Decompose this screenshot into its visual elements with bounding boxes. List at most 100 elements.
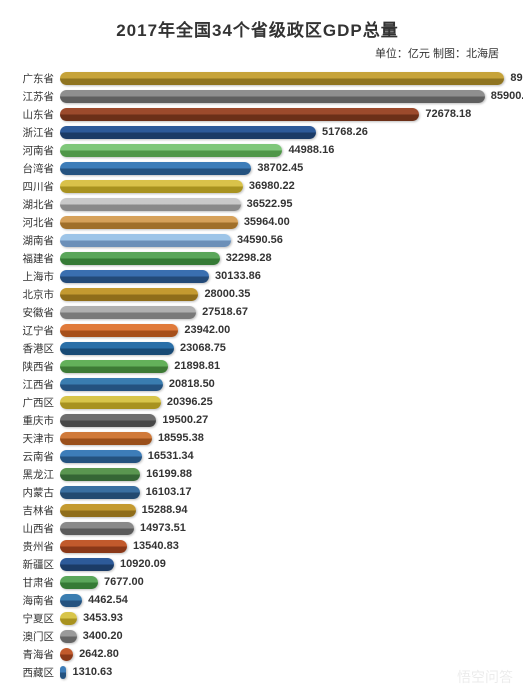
category-label: 安徽省 (10, 305, 60, 320)
chart-row: 江西省20818.50 (10, 375, 505, 393)
bar (60, 396, 161, 409)
bar-area: 89879.23 (60, 69, 523, 87)
bar (60, 288, 198, 301)
chart-row: 广西区20396.25 (10, 393, 505, 411)
value-label: 16103.17 (146, 486, 192, 498)
chart-rows: 广东省89879.23江苏省85900.94山东省72678.18浙江省5176… (10, 69, 505, 681)
bar (60, 342, 174, 355)
chart-row: 江苏省85900.94 (10, 87, 505, 105)
value-label: 7677.00 (104, 576, 144, 588)
value-label: 18595.38 (158, 432, 204, 444)
chart-row: 青海省 2642.80 (10, 645, 505, 663)
bar (60, 90, 485, 103)
value-label: 38702.45 (257, 162, 303, 174)
chart-row: 广东省89879.23 (10, 69, 505, 87)
chart-row: 云南省16531.34 (10, 447, 505, 465)
value-label: 89879.23 (510, 72, 523, 84)
bar-area: 35964.00 (60, 213, 505, 231)
bar (60, 324, 178, 337)
chart-row: 新疆区10920.09 (10, 555, 505, 573)
bar (60, 450, 142, 463)
value-label: 2642.80 (79, 648, 119, 660)
value-label: 20818.50 (169, 378, 215, 390)
value-label: 32298.28 (226, 252, 272, 264)
bar (60, 216, 238, 229)
value-label: 51768.26 (322, 126, 368, 138)
bar-area: 15288.94 (60, 501, 505, 519)
bar (60, 504, 136, 517)
chart-row: 宁夏区 3453.93 (10, 609, 505, 627)
chart-title: 2017年全国34个省级政区GDP总量 (10, 16, 505, 41)
chart-row: 山西省14973.51 (10, 519, 505, 537)
chart-row: 福建省32298.28 (10, 249, 505, 267)
category-label: 江苏省 (10, 89, 60, 104)
chart-row: 内蒙古16103.17 (10, 483, 505, 501)
category-label: 宁夏区 (10, 611, 60, 626)
chart-row: 浙江省 51768.26 (10, 123, 505, 141)
bar-area: 10920.09 (60, 555, 505, 573)
value-label: 27518.67 (202, 306, 248, 318)
chart-row: 西藏区1310.63 (10, 663, 505, 681)
bar-area: 4462.54 (60, 591, 505, 609)
bar (60, 576, 98, 589)
bar (60, 162, 251, 175)
bar-area: 27518.67 (60, 303, 505, 321)
chart-row: 香港区23068.75 (10, 339, 505, 357)
bar-area: 3453.93 (60, 609, 505, 627)
bar-area: 23942.00 (60, 321, 505, 339)
bar-area: 16199.88 (60, 465, 505, 483)
value-label: 23942.00 (184, 324, 230, 336)
chart-row: 贵州省13540.83 (10, 537, 505, 555)
value-label: 15288.94 (142, 504, 188, 516)
category-label: 云南省 (10, 449, 60, 464)
bar (60, 522, 134, 535)
chart-row: 台湾省38702.45 (10, 159, 505, 177)
bar-area: 51768.26 (60, 123, 505, 141)
value-label: 36980.22 (249, 180, 295, 192)
bar-area: 20396.25 (60, 393, 505, 411)
category-label: 辽宁省 (10, 323, 60, 338)
bar-area: 34590.56 (60, 231, 505, 249)
category-label: 河北省 (10, 215, 60, 230)
bar (60, 630, 77, 643)
category-label: 四川省 (10, 179, 60, 194)
chart-row: 辽宁省 23942.00 (10, 321, 505, 339)
category-label: 广东省 (10, 71, 60, 86)
value-label: 16199.88 (146, 468, 192, 480)
chart-row: 四川省 36980.22 (10, 177, 505, 195)
value-label: 21898.81 (174, 360, 220, 372)
bar-area: 36980.22 (60, 177, 505, 195)
category-label: 澳门区 (10, 629, 60, 644)
chart-row: 天津市18595.38 (10, 429, 505, 447)
bar-area: 14973.51 (60, 519, 505, 537)
chart-row: 甘肃省7677.00 (10, 573, 505, 591)
chart-subtitle: 单位：亿元 制图：北海居 (10, 45, 505, 61)
category-label: 青海省 (10, 647, 60, 662)
category-label: 广西区 (10, 395, 60, 410)
value-label: 19500.27 (162, 414, 208, 426)
bar (60, 234, 231, 247)
bar (60, 360, 168, 373)
bar (60, 666, 66, 679)
bar (60, 468, 140, 481)
category-label: 湖北省 (10, 197, 60, 212)
bar-area: 21898.81 (60, 357, 505, 375)
category-label: 浙江省 (10, 125, 60, 140)
value-label: 35964.00 (244, 216, 290, 228)
category-label: 河南省 (10, 143, 60, 158)
value-label: 85900.94 (491, 90, 523, 102)
bar-area: 30133.86 (60, 267, 505, 285)
value-label: 3453.93 (83, 612, 123, 624)
bar-area: 7677.00 (60, 573, 505, 591)
bar (60, 306, 196, 319)
chart-row: 湖南省34590.56 (10, 231, 505, 249)
bar (60, 108, 419, 121)
bar-area: 2642.80 (60, 645, 505, 663)
chart-row: 河北省 35964.00 (10, 213, 505, 231)
value-label: 30133.86 (215, 270, 261, 282)
bar-area: 44988.16 (60, 141, 505, 159)
bar (60, 594, 82, 607)
category-label: 吉林省 (10, 503, 60, 518)
bar-area: 13540.83 (60, 537, 505, 555)
value-label: 23068.75 (180, 342, 226, 354)
